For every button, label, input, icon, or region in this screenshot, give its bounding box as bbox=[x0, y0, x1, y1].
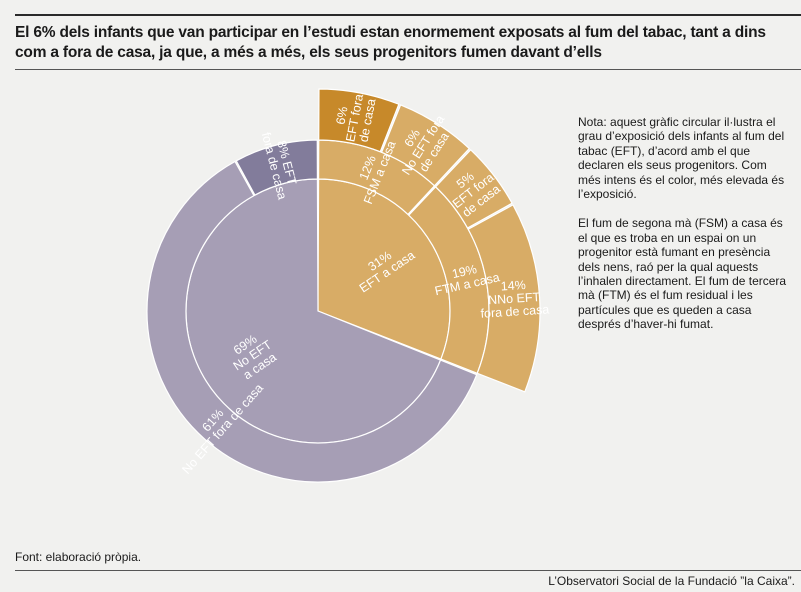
outer-ring-label-4-line-1: 14% bbox=[500, 278, 526, 294]
outer-ring-slice-4 bbox=[467, 204, 541, 393]
source-note: Font: elaboració pròpia. bbox=[15, 550, 142, 564]
outer-ring-slice-2 bbox=[380, 104, 471, 187]
middle-ring-label-2-line-1: 19% bbox=[451, 262, 478, 281]
middle-ring-slice-4 bbox=[235, 139, 319, 196]
middle-ring-slice-3 bbox=[146, 160, 478, 483]
credit-line: L’Observatori Social de la Fundació ”la … bbox=[548, 574, 795, 588]
outer-ring-slice-3 bbox=[434, 148, 513, 229]
top-rule bbox=[15, 14, 801, 16]
outer-ring-label-1-line-1: 6% bbox=[333, 105, 350, 125]
outer-ring-label-4: 14%NNo EFTfora de casa bbox=[479, 277, 550, 321]
chart-note: Nota: aquest gràfic circular il·lustra e… bbox=[578, 115, 788, 347]
outer-ring-label-4-line-3: fora de casa bbox=[480, 302, 550, 320]
outer-ring-slice-1 bbox=[318, 88, 400, 153]
chart-title: El 6% dels infants que van participar en… bbox=[15, 24, 766, 61]
outer-ring-label-1: 6%EFT forade casa bbox=[331, 90, 379, 145]
note-paragraph-2: El fum de segona mà (FSM) a casa és el q… bbox=[578, 216, 787, 332]
bottom-rule bbox=[15, 570, 801, 571]
note-paragraph-1: Nota: aquest gràfic circular il·lustra e… bbox=[578, 115, 785, 202]
outer-ring-label-4-line-2: NNo EFT bbox=[488, 290, 541, 307]
title-divider bbox=[15, 69, 801, 70]
